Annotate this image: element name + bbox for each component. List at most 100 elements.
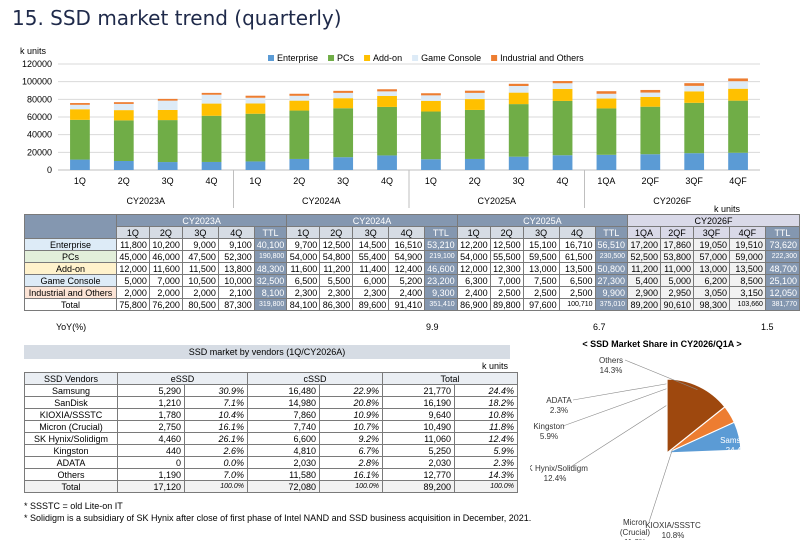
bar-segment [289,93,310,96]
vendor-cell: 12,770 [382,468,455,481]
bar-segment [464,109,485,159]
table-cell: 3,150 [728,286,766,299]
table-cell: 2,000 [181,286,219,299]
row-label: Add-on [24,262,117,275]
vendor-cell: 5,290 [117,384,185,397]
bar-segment [640,154,661,170]
bar-segment [684,85,705,92]
y-tick-label: 60000 [27,112,52,122]
bar-segment [421,100,441,112]
bar-segment [70,104,90,110]
bar-segment [377,155,397,170]
table-cell: 90,610 [660,298,695,311]
table-cell: 2,900 [627,286,662,299]
market-share-pie: < SSD Market Share in CY2026/Q1A > Samsun… [530,339,754,540]
table-cell: 13,500 [728,262,766,275]
bar-segment [552,81,573,84]
table-cell: 16,510 [388,238,426,251]
table-cell: 56,510 [594,238,629,251]
vendor-cell: 2.8% [319,456,383,469]
bar-segment [201,161,222,170]
table-cell: 13,000 [693,262,730,275]
quarter-header: 1Q [286,226,321,239]
pie-label-text: Kingston [533,422,564,431]
row-label: PCs [24,250,117,263]
yoy-label: YoY(%) [56,322,87,332]
table-cell: 230,500 [594,250,629,263]
vendor-cell: 6.7% [319,444,383,457]
legend-swatch [491,55,498,61]
legend-label: Enterprise [277,53,318,63]
table-cell: 2,400 [388,286,426,299]
table-cell: 12,000 [456,262,491,275]
vendor-cell: 2.6% [184,444,248,457]
bar-segment [684,102,705,154]
table-cell: 5,400 [627,274,662,287]
bar-segment [113,110,134,121]
page-title: 15. SSD market trend (quarterly) [12,6,342,30]
table-cell: 100,710 [558,298,596,311]
quarter-header: 1QA [627,226,662,239]
table-cell: 80,500 [181,298,219,311]
table-cell: 54,000 [286,250,321,263]
pie-label-text: SK Hynix/Solidigm [530,464,588,473]
vendor-table: SSD Vendors eSSD cSSD Total Samsung 5,290 30.9… [24,372,518,493]
vendor-cell: 10.7% [319,420,383,433]
vendor-cell: 20.8% [319,396,383,409]
quarter-header: 2Q [319,226,354,239]
pie-callout [624,359,698,390]
group-label: CY2024A [302,196,341,206]
bar-segment [333,98,354,109]
x-tick-label: 4Q [381,176,393,186]
x-tick-label: 3QF [685,176,703,186]
bar-segment [728,152,748,170]
table-cell: 13,800 [217,262,255,275]
table-cell: 6,500 [558,274,596,287]
year-header: CY2026F [627,214,800,227]
vendor-row: Samsung 5,290 30.9% 16,480 22.9% 21,770 24.4% [24,384,518,397]
y-tick-label: 120000 [22,59,52,69]
table-cell: 5,200 [388,274,426,287]
bar-segment [157,98,178,101]
vendor-cell: 2,030 [382,456,455,469]
table-cell: 52,500 [627,250,662,263]
table-row: Game Console 5,000 7,000 10,500 10,000 32,500… [24,274,800,287]
vendor-row: Total 17,120 100.0% 72,080 100.0% 89,200 100.0… [24,480,518,493]
table-cell: 2,400 [456,286,491,299]
table-cell: 6,500 [286,274,321,287]
vendor-header: eSSD [117,372,248,385]
table-cell: 2,950 [660,286,695,299]
bar-segment [113,120,134,161]
table-cell: 89,600 [352,298,390,311]
vendor-name: Others [24,468,118,481]
table-cell: 10,000 [217,274,255,287]
table-cell: 6,200 [693,274,730,287]
bar-segment [508,104,529,157]
bar-segment [245,103,266,114]
bar-segment [552,88,573,101]
table-cell: 12,400 [388,262,426,275]
pie-title: < SSD Market Share in CY2026/Q1A > [582,339,741,349]
yoy-cy2025: 6.7 [593,322,606,332]
vendor-row: SanDisk 1,210 7.1% 14,980 20.8% 16,190 18.2% [24,396,518,409]
quarter-header: 1Q [456,226,491,239]
vendor-cell: 6,600 [247,432,320,445]
table-cell: 46,600 [424,262,458,275]
quarter-header: 3Q [522,226,560,239]
table-cell: 9,100 [217,238,255,251]
bar-segment [684,83,705,86]
table-cell: 76,200 [148,298,183,311]
pie-label-text: 5.9% [540,432,558,441]
quarter-header: TTL [594,226,629,239]
y-tick-label: 40000 [27,130,52,140]
vendor-name: SK Hynix/Solidigm [24,432,118,445]
bar-segment [552,83,573,89]
x-tick-label: 1Q [425,176,437,186]
vendor-cell: 440 [117,444,185,457]
quarter-header: 4Q [388,226,426,239]
bar-segment [333,108,354,158]
table-cell: 222,300 [764,250,800,263]
